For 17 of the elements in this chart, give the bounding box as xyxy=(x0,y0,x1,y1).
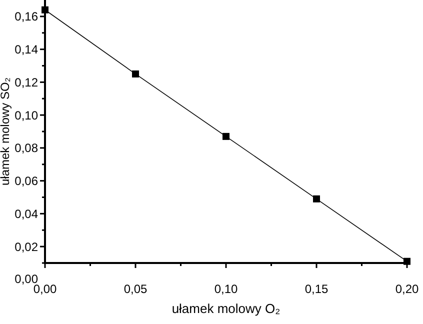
point xyxy=(222,132,230,140)
x-axis-title: ułamek molowy O₂ xyxy=(172,301,280,316)
x-tick-label: 0,05 xyxy=(124,282,148,296)
y-tick-label: 0,16 xyxy=(14,10,38,24)
y-tick-label: 0,02 xyxy=(14,240,38,254)
y-tick-label: 0,04 xyxy=(14,206,38,221)
y-tick-label: 0,14 xyxy=(14,42,38,57)
x-tick-label: 0,20 xyxy=(395,282,419,296)
y-tick-label: 0,06 xyxy=(14,174,38,188)
x-tick-label: 0,15 xyxy=(304,282,328,296)
y-tick-label: 0,08 xyxy=(14,141,38,156)
point xyxy=(313,195,320,202)
y-axis-title: ułamek molowy SO₂ xyxy=(0,77,12,186)
x-tick-label: 0,10 xyxy=(214,282,238,296)
point xyxy=(132,70,139,78)
y-tick-label: 0,12 xyxy=(14,75,38,90)
y-tick-label: 0,10 xyxy=(14,108,38,122)
